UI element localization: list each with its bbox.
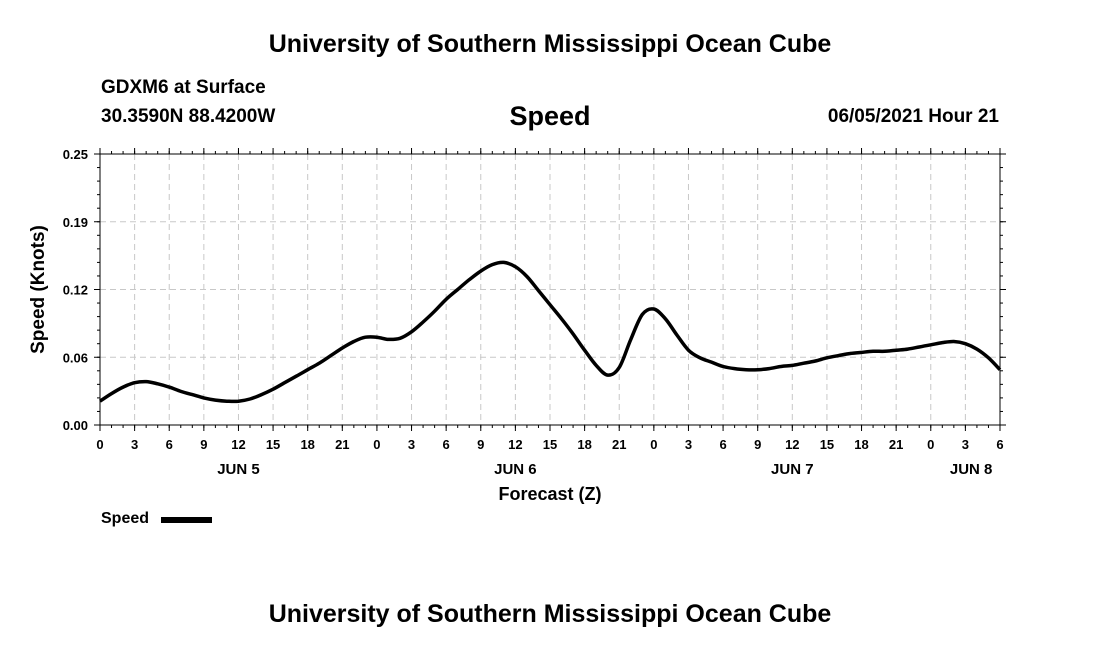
x-tick-label: 6 [996, 437, 1003, 452]
x-tick-label: 18 [577, 437, 591, 452]
x-tick-label: 0 [96, 437, 103, 452]
x-tick-label: 9 [200, 437, 207, 452]
station-name: GDXM6 at Surface [101, 77, 266, 98]
date-label: JUN 6 [494, 461, 537, 478]
page-title: University of Southern Mississippi Ocean… [268, 30, 832, 58]
x-tick-label: 0 [373, 437, 380, 452]
plot-frame [99, 153, 1001, 426]
forecast-run-time: 06/05/2021 Hour 21 [827, 106, 999, 127]
y-tick-label: 0.12 [63, 283, 88, 298]
x-tick-label: 0 [927, 437, 934, 452]
date-label: JUN 5 [217, 461, 260, 478]
y-tick-label: 0.06 [63, 350, 88, 365]
x-tick-label: 18 [300, 437, 314, 452]
x-tick-label: 3 [962, 437, 969, 452]
y-tick-label: 0.00 [63, 418, 88, 433]
x-tick-label: 15 [820, 437, 834, 452]
x-axis-title: Forecast (Z) [498, 484, 601, 504]
x-tick-label: 3 [131, 437, 138, 452]
chart-title: Speed [509, 101, 591, 131]
x-tick-label: 6 [719, 437, 726, 452]
x-tick-label: 15 [266, 437, 280, 452]
x-tick-label: 21 [612, 437, 626, 452]
x-tick-label: 3 [408, 437, 415, 452]
x-tick-label: 0 [650, 437, 657, 452]
x-tick-label: 6 [443, 437, 450, 452]
x-tick-label: 12 [785, 437, 799, 452]
y-tick-label: 0.19 [63, 215, 88, 230]
footer-title: University of Southern Mississippi Ocean… [268, 600, 832, 628]
x-tick-label: 12 [508, 437, 522, 452]
x-tick-label: 9 [477, 437, 484, 452]
x-tick-label: 9 [754, 437, 761, 452]
x-tick-label: 15 [543, 437, 557, 452]
legend-swatch [161, 517, 212, 523]
y-axis-title: Speed (Knots) [28, 225, 49, 354]
x-tick-label: 18 [854, 437, 868, 452]
station-coordinates: 30.3590N 88.4200W [101, 106, 276, 127]
date-label: JUN 7 [771, 461, 814, 478]
x-tick-label: 12 [231, 437, 245, 452]
x-tick-label: 6 [166, 437, 173, 452]
series-line-speed [99, 260, 1002, 404]
x-tick-label: 21 [889, 437, 903, 452]
y-tick-label: 0.25 [63, 147, 88, 162]
date-label: JUN 8 [950, 461, 993, 478]
x-tick-label: 21 [335, 437, 349, 452]
x-tick-label: 3 [685, 437, 692, 452]
legend-label: Speed [101, 510, 150, 527]
